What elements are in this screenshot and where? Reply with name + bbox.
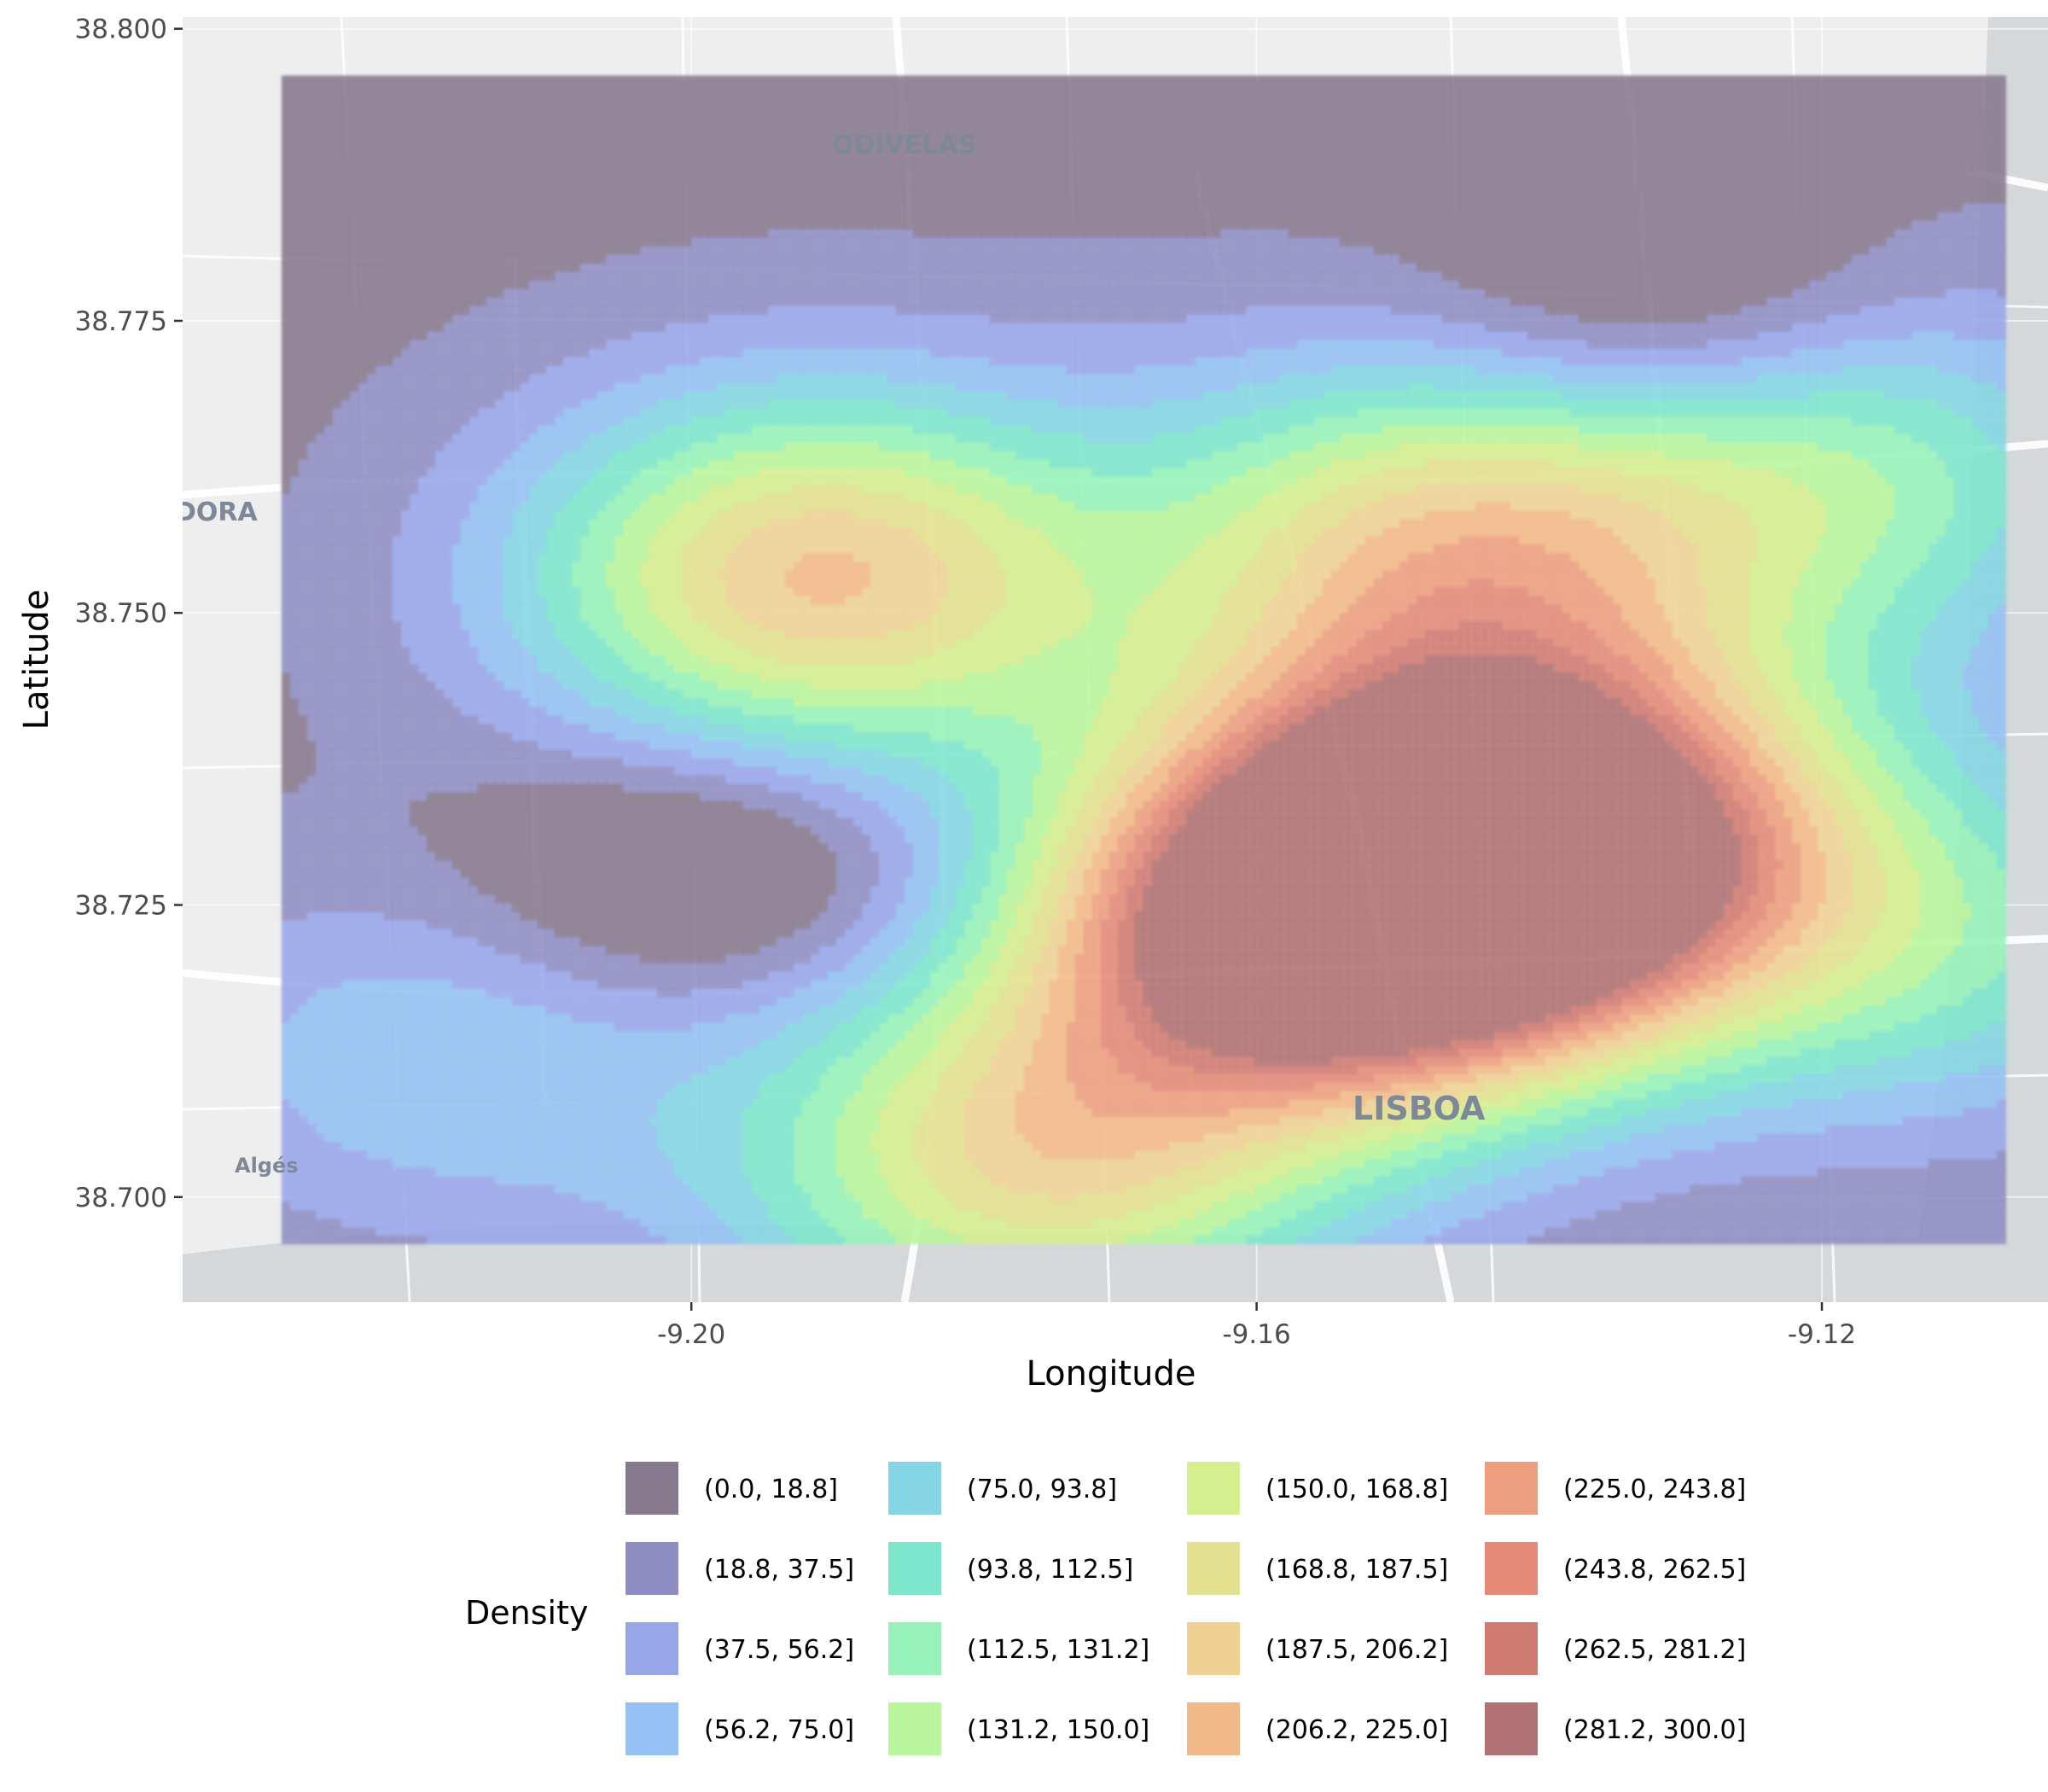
legend-key — [1485, 1622, 1538, 1675]
legend-key — [888, 1462, 941, 1515]
legend-key — [1187, 1702, 1240, 1755]
x-axis: -9.20 -9.16 -9.12 — [657, 1302, 1856, 1350]
x-tick-label: -9.16 — [1222, 1319, 1290, 1350]
x-tick-label: -9.12 — [1788, 1319, 1856, 1350]
legend-key — [1485, 1462, 1538, 1515]
y-tick-label: 38.700 — [75, 1183, 167, 1213]
place-label-lisboa: LISBOA — [1353, 1090, 1486, 1127]
legend-key — [1485, 1702, 1538, 1755]
legend-label: (18.8, 37.5] — [704, 1555, 854, 1585]
legend-label: (112.5, 131.2] — [967, 1635, 1149, 1665]
legend-label: (187.5, 206.2] — [1265, 1635, 1448, 1665]
y-tick-label: 38.725 — [75, 891, 167, 922]
legend-key — [1485, 1542, 1538, 1595]
y-tick-label: 38.775 — [75, 306, 167, 337]
legend-key — [625, 1702, 678, 1755]
legend-label: (93.8, 112.5] — [967, 1555, 1133, 1585]
legend-label: (168.8, 187.5] — [1265, 1555, 1448, 1585]
legend-label: (206.2, 225.0] — [1265, 1715, 1448, 1745]
legend-label: (150.0, 168.8] — [1265, 1475, 1448, 1504]
plot-panel: ODIVELAS LISBOA DORA Algés — [175, 17, 2048, 1302]
x-axis-title: Longitude — [1027, 1354, 1196, 1393]
legend-key — [1187, 1542, 1240, 1595]
legend-label: (37.5, 56.2] — [704, 1635, 854, 1665]
legend-key — [1187, 1622, 1240, 1675]
legend-key — [888, 1702, 941, 1755]
legend: Density (0.0, 18.8] (18.8, 37.5] (37.5, 56… — [465, 1460, 1746, 1757]
legend-title: Density — [465, 1594, 588, 1632]
basemap-place-labels: ODIVELAS LISBOA DORA Algés — [175, 131, 1486, 1178]
legend-label: (0.0, 18.8] — [704, 1475, 838, 1504]
legend-label: (75.0, 93.8] — [967, 1475, 1117, 1504]
density-layer — [281, 75, 2006, 1245]
y-axis-title: Latitude — [17, 590, 56, 730]
y-tick-label: 38.750 — [75, 598, 167, 629]
legend-key — [625, 1542, 678, 1595]
legend-label: (281.2, 300.0] — [1563, 1715, 1746, 1745]
place-label-odivelas: ODIVELAS — [832, 131, 976, 160]
legend-key — [625, 1622, 678, 1675]
place-label-dora: DORA — [175, 497, 259, 527]
y-axis: 38.700 38.725 38.750 38.775 38.800 — [75, 15, 183, 1213]
legend-label: (131.2, 150.0] — [967, 1715, 1149, 1745]
legend-label: (225.0, 243.8] — [1563, 1475, 1746, 1504]
legend-label: (243.8, 262.5] — [1563, 1555, 1746, 1585]
legend-key — [888, 1542, 941, 1595]
y-tick-label: 38.800 — [75, 15, 167, 45]
legend-label: (262.5, 281.2] — [1563, 1635, 1746, 1665]
legend-key — [1187, 1462, 1240, 1515]
legend-label: (56.2, 75.0] — [704, 1715, 854, 1745]
legend-key — [625, 1462, 678, 1515]
x-tick-label: -9.20 — [657, 1319, 725, 1350]
legend-key — [888, 1622, 941, 1675]
place-label-alges: Algés — [235, 1154, 299, 1178]
